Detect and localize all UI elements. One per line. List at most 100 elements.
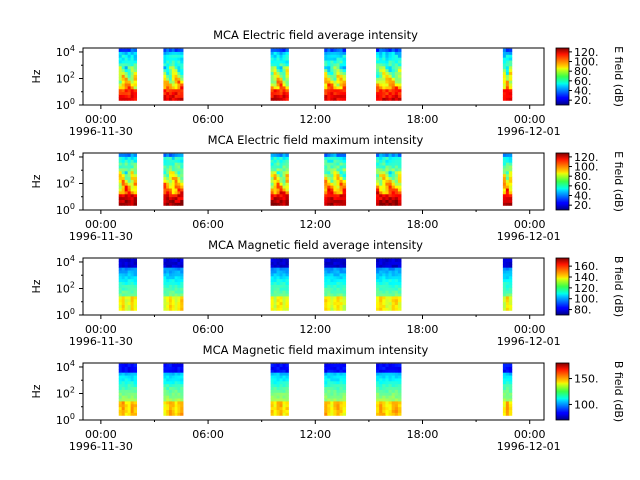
heatmap-cell (124, 91, 129, 96)
heatmap-cell (379, 386, 383, 390)
heatmap-cell (118, 392, 123, 396)
heatmap-cell (505, 191, 510, 195)
heatmap-cell (118, 83, 123, 87)
heatmap-cell (171, 170, 176, 175)
heatmap-cell (124, 156, 129, 160)
heatmap-cell (327, 275, 331, 280)
heatmap-cell (121, 188, 126, 192)
chart-title: MCA Magnetic field maximum intensity (203, 343, 429, 357)
heatmap-cell (270, 165, 274, 169)
heatmap-cell (339, 273, 343, 277)
heatmap-cell (130, 296, 135, 300)
heatmap-cell (327, 267, 331, 271)
heatmap-cell (382, 284, 386, 288)
heatmap-cell (121, 372, 126, 376)
heatmap-cell (502, 188, 507, 192)
heatmap-cell (177, 366, 181, 370)
heatmap-cell (508, 68, 513, 73)
heatmap-cell (508, 196, 513, 201)
heatmap-cell (508, 162, 513, 166)
heatmap-cell (276, 398, 280, 402)
heatmap-cell (279, 191, 283, 195)
heatmap-cell (394, 287, 399, 291)
heatmap-cell (279, 51, 283, 55)
heatmap-cell (508, 409, 513, 413)
heatmap-cell (118, 159, 123, 163)
heatmap-cell (177, 412, 181, 416)
heatmap-cell (327, 153, 331, 157)
heatmap-cell (177, 168, 181, 172)
heatmap-cell (279, 278, 283, 283)
heatmap-cell (508, 199, 513, 203)
heatmap-cell (391, 57, 396, 61)
heatmap-cell (279, 293, 283, 297)
heatmap-cell (324, 162, 328, 166)
heatmap-cell (342, 287, 347, 291)
heatmap-cell (330, 398, 334, 402)
heatmap-cell (385, 182, 389, 186)
heatmap-cell (385, 293, 389, 297)
heatmap-cell (391, 170, 396, 175)
heatmap-cell (397, 369, 402, 373)
heatmap-cell (124, 71, 129, 75)
heatmap-cell (382, 191, 386, 195)
heatmap-cell (118, 193, 123, 198)
x-date-label-left: 1996-11-30 (69, 125, 133, 138)
heatmap-cell (121, 65, 126, 70)
heatmap-cell (382, 165, 386, 169)
heatmap-cell (270, 170, 274, 175)
heatmap-cell (285, 191, 289, 195)
heatmap-cell (502, 176, 507, 180)
heatmap-cell (279, 97, 283, 101)
heatmap-cell (502, 54, 507, 58)
heatmap-cell (327, 290, 331, 294)
heatmap-cell (285, 270, 289, 274)
heatmap-cell (121, 176, 126, 180)
heatmap-cell (279, 380, 283, 385)
heatmap-cell (379, 159, 383, 163)
heatmap-cell (376, 261, 380, 265)
heatmap-cell (382, 264, 386, 268)
heatmap-cell (180, 386, 184, 390)
heatmap-cell (127, 80, 132, 84)
heatmap-cell (397, 307, 402, 311)
heatmap-cell (333, 395, 337, 399)
heatmap-cell (177, 196, 181, 201)
heatmap-cell (177, 287, 181, 291)
heatmap-cell (382, 409, 386, 413)
heatmap-cell (169, 176, 173, 180)
heatmap-cell (502, 293, 507, 297)
heatmap-cell (118, 188, 123, 192)
heatmap-cell (121, 304, 126, 308)
heatmap-cell (391, 273, 396, 277)
heatmap-cell (166, 202, 170, 206)
heatmap-cell (276, 191, 280, 195)
heatmap-cell (174, 264, 178, 268)
heatmap-cell (385, 97, 389, 101)
heatmap-cell (163, 68, 167, 73)
heatmap-cell (379, 185, 383, 189)
heatmap-cell (273, 188, 277, 192)
heatmap-cell (174, 97, 178, 101)
heatmap-cell (336, 57, 340, 61)
heatmap-cell (133, 94, 138, 98)
heatmap-cell (397, 94, 402, 98)
heatmap-cell (505, 380, 510, 385)
heatmap-cell (130, 395, 135, 399)
heatmap-cell (324, 196, 328, 201)
heatmap-cell (505, 57, 510, 61)
heatmap-cell (336, 199, 340, 203)
heatmap-cell (174, 65, 178, 70)
heatmap-cell (333, 296, 337, 300)
heatmap-cell (163, 406, 167, 411)
heatmap-cell (180, 275, 184, 280)
heatmap-cell (339, 369, 343, 373)
heatmap-cell (342, 63, 347, 67)
heatmap-cell (324, 86, 328, 90)
heatmap-cell (385, 51, 389, 55)
heatmap-cell (279, 86, 283, 90)
heatmap-cell (133, 412, 138, 416)
heatmap-cell (273, 369, 277, 373)
heatmap-cell (330, 162, 334, 166)
heatmap-cell (388, 369, 393, 373)
